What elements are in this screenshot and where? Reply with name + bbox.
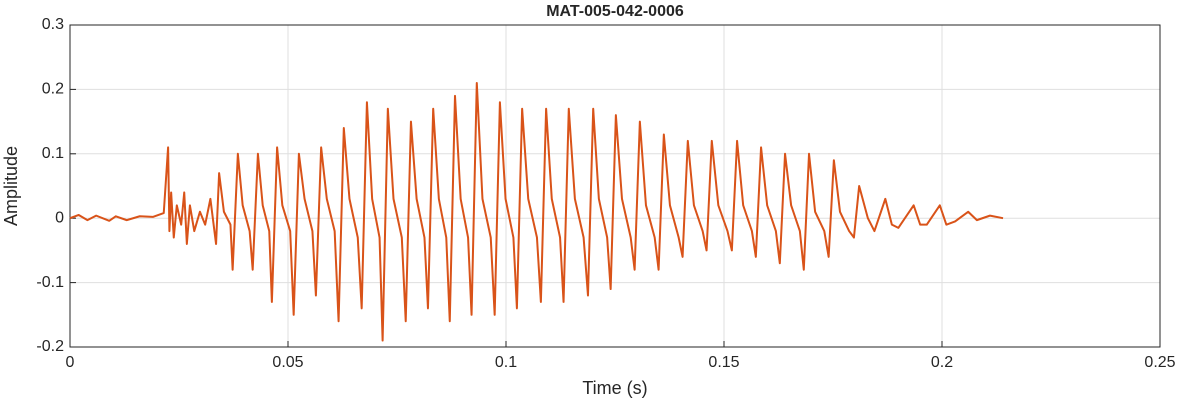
x-axis-label: Time (s) [582,378,647,398]
y-axis-label: Amplitude [1,146,21,226]
x-tick-label: 0.15 [708,354,739,371]
plot-area [70,25,1160,347]
chart-title: MAT-005-042-0006 [546,3,684,20]
axes-box [69,24,1161,348]
y-tick-label: 0 [55,209,64,226]
y-tick-label: 0.1 [42,145,64,162]
x-tick-label: 0.05 [272,354,303,371]
x-tick-label: 0.25 [1144,354,1175,371]
y-tick-label: 0.3 [42,16,64,33]
x-tick-label: 0.1 [495,354,517,371]
x-tick-label: 0 [66,354,75,371]
waveform-line [69,81,1004,342]
y-tick-label: -0.1 [36,274,64,291]
y-tick-label: -0.2 [36,338,64,355]
y-tick-label: 0.2 [42,81,64,98]
x-tick-label: 0.2 [931,354,953,371]
